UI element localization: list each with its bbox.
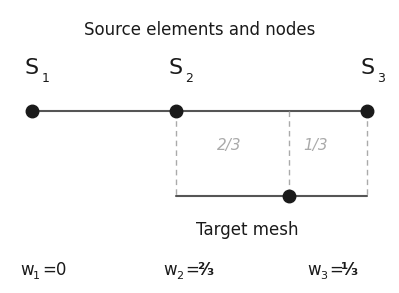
Text: ¹⁄₃: ¹⁄₃ <box>341 260 358 279</box>
Text: S: S <box>25 58 39 78</box>
Text: 3: 3 <box>320 271 327 281</box>
Text: w: w <box>307 260 321 279</box>
Text: 3: 3 <box>377 72 385 85</box>
Text: 2: 2 <box>186 72 194 85</box>
Text: 1/3: 1/3 <box>303 137 328 153</box>
Text: =0: =0 <box>42 260 66 279</box>
Text: ²⁄₃: ²⁄₃ <box>198 260 215 279</box>
Text: Target mesh: Target mesh <box>196 221 298 239</box>
Text: w: w <box>164 260 177 279</box>
Text: Source elements and nodes: Source elements and nodes <box>84 21 315 38</box>
Text: =: = <box>329 260 343 279</box>
Text: 2/3: 2/3 <box>217 137 242 153</box>
Text: S: S <box>168 58 183 78</box>
Text: =: = <box>186 260 200 279</box>
Text: 1: 1 <box>33 271 40 281</box>
Text: w: w <box>20 260 34 279</box>
Text: 2: 2 <box>176 271 184 281</box>
Text: S: S <box>360 58 374 78</box>
Text: 1: 1 <box>42 72 50 85</box>
